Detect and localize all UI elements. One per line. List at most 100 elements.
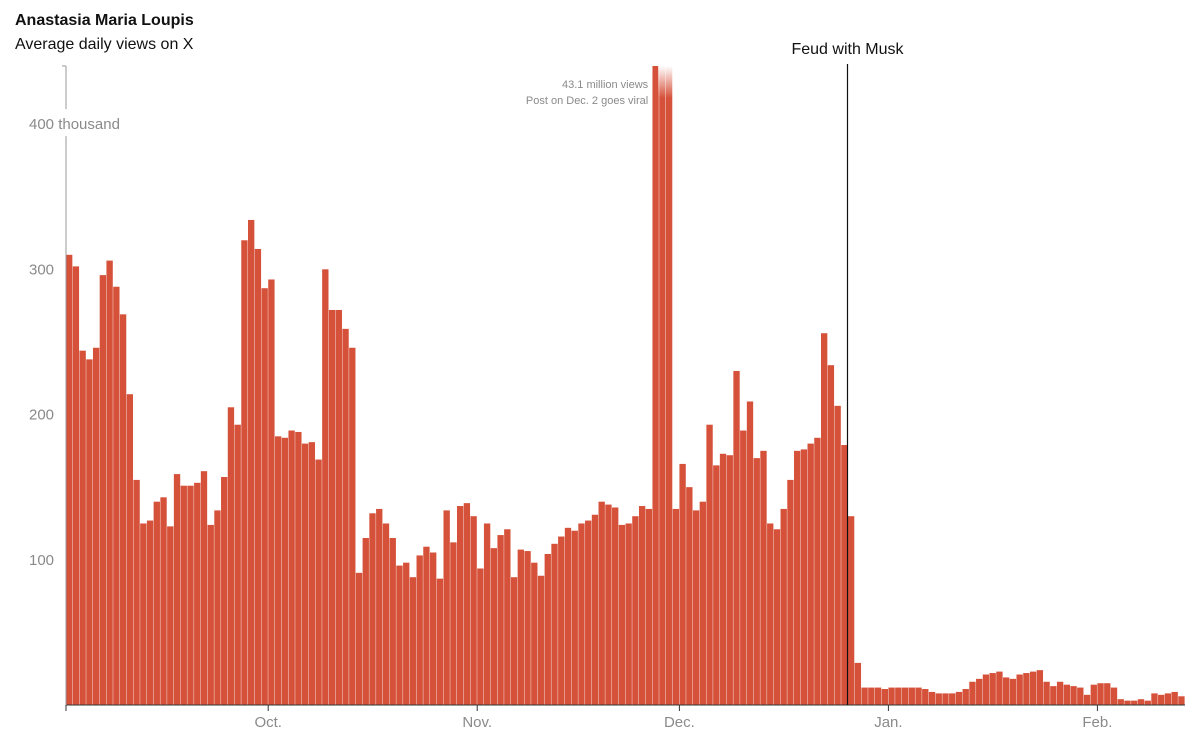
bar: [740, 430, 747, 705]
bar: [706, 424, 713, 705]
bar: [531, 562, 538, 705]
bar: [794, 450, 801, 705]
bar: [713, 465, 720, 706]
bar: [92, 347, 100, 705]
bar: [665, 66, 673, 705]
bar: [497, 535, 504, 705]
bar: [537, 575, 545, 705]
bar: [807, 443, 814, 705]
bar: [403, 562, 410, 705]
bar: [227, 407, 235, 705]
bar: [315, 459, 322, 705]
x-tick-label: Jan.: [874, 714, 902, 731]
bar: [888, 687, 895, 705]
bar: [679, 463, 686, 705]
y-tick-label: 300: [29, 261, 54, 278]
bar: [955, 691, 963, 705]
bar: [767, 523, 774, 705]
bar: [1063, 684, 1070, 705]
bar: [362, 537, 369, 705]
bar: [632, 516, 639, 705]
bar: [551, 543, 558, 705]
bar: [180, 485, 187, 705]
bar: [1104, 683, 1111, 705]
bar: [450, 542, 457, 705]
y-tick-label: 400 thousand: [29, 116, 120, 133]
bar: [510, 577, 518, 705]
bar: [733, 370, 740, 705]
bar: [261, 288, 268, 705]
bar: [173, 474, 181, 705]
bar: [477, 568, 484, 705]
bar: [814, 437, 821, 705]
bar: [935, 693, 942, 705]
viral-post-annotation: Post on Dec. 2 goes viral: [526, 95, 648, 107]
bar: [908, 687, 915, 705]
bar: [982, 674, 990, 705]
bar: [1083, 694, 1091, 705]
bar: [160, 497, 167, 705]
bar: [86, 359, 93, 705]
y-tick-label: 100: [29, 552, 54, 569]
bar: [1164, 693, 1172, 705]
bar: [820, 333, 828, 705]
bar: [847, 516, 855, 705]
bar: [652, 66, 659, 705]
bar: [746, 401, 754, 705]
chart-title: Anastasia Maria Loupis: [15, 12, 194, 29]
bar: [1050, 686, 1057, 705]
bar: [389, 537, 396, 705]
bar: [423, 546, 430, 705]
bar: [962, 689, 969, 705]
bar: [456, 506, 464, 705]
bar: [901, 687, 909, 705]
bar: [436, 578, 444, 705]
bar: [207, 524, 214, 705]
bar: [598, 501, 605, 705]
bar: [517, 549, 524, 705]
bar: [113, 286, 120, 705]
bar: [719, 453, 727, 705]
bar: [800, 449, 808, 705]
bar: [618, 524, 626, 705]
bar: [153, 501, 160, 705]
bar: [625, 523, 632, 705]
bar: [248, 219, 255, 705]
bar: [638, 506, 646, 705]
x-tick-label: Feb.: [1082, 714, 1112, 731]
bar: [396, 565, 403, 705]
bar: [571, 530, 578, 705]
bar: [288, 430, 295, 705]
bar: [1144, 700, 1151, 705]
bar: [753, 458, 760, 705]
truncation-fade: [658, 66, 674, 98]
bar: [868, 687, 875, 705]
bar: [585, 520, 592, 705]
bar: [268, 279, 275, 705]
bar: [773, 529, 781, 705]
bar: [612, 507, 619, 705]
bar: [524, 551, 531, 705]
bar: [895, 687, 902, 705]
bar: [780, 508, 787, 705]
bar: [187, 485, 194, 705]
bar: [504, 529, 511, 705]
bar: [645, 508, 653, 705]
bar: [1151, 693, 1158, 705]
bar: [1002, 677, 1010, 705]
bar: [308, 442, 316, 705]
bar: [591, 514, 599, 705]
bar: [140, 523, 147, 705]
bar: [281, 437, 289, 705]
bar: [1097, 683, 1104, 705]
bar: [106, 260, 113, 705]
bar: [295, 431, 302, 705]
bar: [922, 689, 929, 705]
bar: [382, 523, 390, 705]
bar: [99, 275, 107, 705]
bar: [672, 508, 680, 705]
bar: [915, 687, 922, 705]
bar: [686, 487, 693, 705]
bar: [349, 347, 356, 705]
